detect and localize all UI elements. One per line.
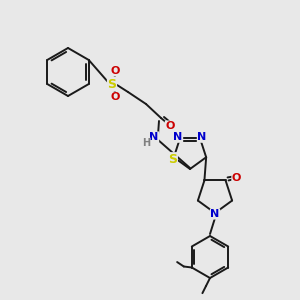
Text: H: H [142, 138, 150, 148]
Text: O: O [110, 66, 120, 76]
Text: O: O [165, 121, 175, 131]
Text: N: N [197, 132, 207, 142]
Text: S: S [168, 153, 177, 166]
Text: N: N [149, 132, 159, 142]
Text: O: O [110, 92, 120, 102]
Text: N: N [173, 132, 183, 142]
Text: N: N [210, 209, 220, 219]
Text: O: O [232, 173, 241, 183]
Text: S: S [107, 77, 116, 91]
